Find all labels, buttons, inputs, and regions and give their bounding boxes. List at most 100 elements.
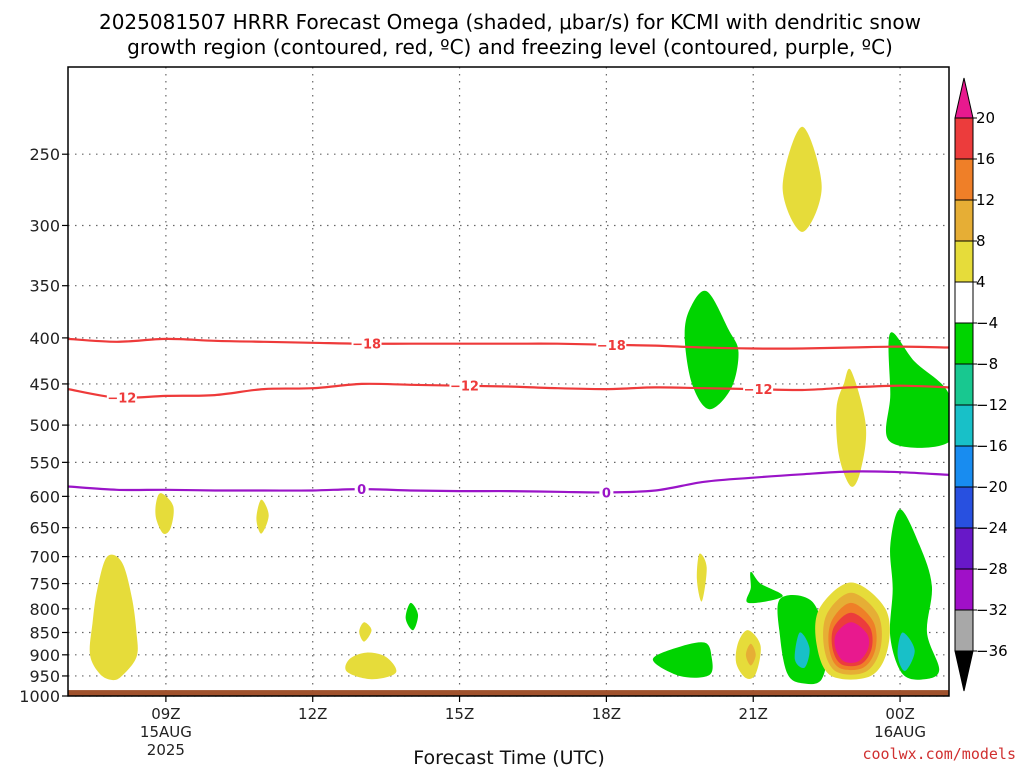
colorbar-bin [954,363,974,406]
omega-region-6 [652,642,713,678]
colorbar: 20 16 12 8 4 −4 −8 −12 −16 −20 −24 −28 −32 −36 [954,77,1008,692]
contour-label--18: −18 [352,338,381,353]
contour-label--12: −12 [107,391,136,406]
y-tick-label: 900 [29,646,60,665]
chart-title-line1: 2025081507 HRRR Forecast Omega (shaded, … [99,10,921,34]
omega-region-0 [89,554,138,681]
contour-label--12: −12 [744,383,773,398]
omega-region-5 [405,602,419,631]
y-tick-label: 600 [29,487,60,506]
omega-region-1 [155,493,174,534]
y-tick-label: 650 [29,519,60,538]
temperature-contours: −18 −18 −12 −12 −12 0 0 [68,335,949,501]
omega-region-14 [684,290,739,410]
contour-label--12: −12 [450,380,479,395]
y-axis-pressure: 250 300 350 400 450 500 550 600 650 700 750 800 850 9… [19,145,68,706]
colorbar-bin [954,445,974,488]
colorbar-label: −4 [976,314,998,332]
colorbar-label: −24 [976,519,1008,537]
omega-region-12 [794,632,810,669]
colorbar-label: 12 [976,191,995,209]
omega-region-15 [836,368,867,487]
omega-region-2 [256,499,269,534]
x-tick-label: 21Z [739,705,768,723]
omega-region-10 [746,571,783,604]
y-tick-label: 250 [29,145,60,164]
contour-line-0 [68,470,949,494]
colorbar-label: −16 [976,437,1008,455]
omega-region-23 [834,622,870,663]
y-tick-label: 750 [29,575,60,594]
y-tick-label: 450 [29,375,60,394]
colorbar-bin [954,486,974,529]
plot-frame [67,66,950,697]
x-tick-date: 15AUG [140,723,192,741]
omega-region-7 [696,553,707,602]
x-tick-year: 2025 [147,741,185,759]
y-tick-label: 800 [29,600,60,619]
contour-label-bg [351,335,382,351]
colorbar-bin [954,117,974,160]
colorbar-bin [954,609,974,652]
x-tick-label: 12Z [298,705,327,723]
colorbar-bin [954,404,974,447]
contour-label-bg [743,381,774,397]
colorbar-label: −8 [976,355,998,373]
credit-text: coolwx.com/models [862,745,1016,763]
contour-label-bg [599,484,614,500]
colorbar-label: −28 [976,560,1008,578]
omega-region-9 [745,643,756,666]
contour-line--12 [68,382,949,399]
colorbar-label: −36 [976,642,1008,660]
omega-shaded-regions [89,126,949,685]
omega-region-16 [885,332,949,448]
omega-region-4 [345,652,397,680]
x-tick-label: 18Z [592,705,621,723]
x-tick-label: 15Z [445,705,474,723]
colorbar-label: 8 [976,232,986,250]
y-tick-label: 400 [29,329,60,348]
colorbar-top-triangle [954,77,974,119]
x-tick-label: 09Z [151,705,180,723]
y-tick-label: 300 [29,216,60,235]
chart-title-line2: growth region (contoured, red, ºC) and f… [127,35,893,59]
colorbar-bin [954,240,974,283]
colorbar-label: 20 [976,109,995,127]
colorbar-bottom-triangle [954,650,974,692]
contour-line--18 [68,337,949,350]
y-tick-label: 850 [29,623,60,642]
x-axis-label: Forecast Time (UTC) [413,747,604,768]
contour-label-bg [596,336,627,352]
colorbar-bin [954,568,974,611]
contour-label-0: 0 [602,486,611,501]
y-tick-label: 350 [29,277,60,296]
contour-label-bg [106,389,137,405]
colorbar-bin [954,527,974,570]
y-tick-label: 550 [29,453,60,472]
y-tick-label: 950 [29,667,60,686]
contour-label-bg [449,377,480,393]
x-tick-label: 00Z [885,705,914,723]
plot-area: −18 −18 −12 −12 −12 0 0 [67,66,950,697]
y-tick-label: 700 [29,548,60,567]
terrain [68,690,949,696]
contour-label--18: −18 [597,339,626,354]
omega-region-18 [897,632,915,672]
colorbar-label: 4 [976,273,986,291]
colorbar-bin [954,281,974,324]
y-tick-label: 1000 [19,687,60,706]
colorbar-label: 16 [976,150,995,168]
colorbar-label: −32 [976,601,1008,619]
colorbar-label: −12 [976,396,1008,414]
omega-region-13 [782,126,822,232]
colorbar-bin [954,322,974,365]
contour-label-bg [354,481,369,497]
y-tick-label: 500 [29,416,60,435]
colorbar-bin [954,158,974,201]
colorbar-label: −20 [976,478,1008,496]
colorbar-bin [954,199,974,242]
omega-region-3 [359,622,372,642]
x-tick-date: 16AUG [874,723,926,741]
